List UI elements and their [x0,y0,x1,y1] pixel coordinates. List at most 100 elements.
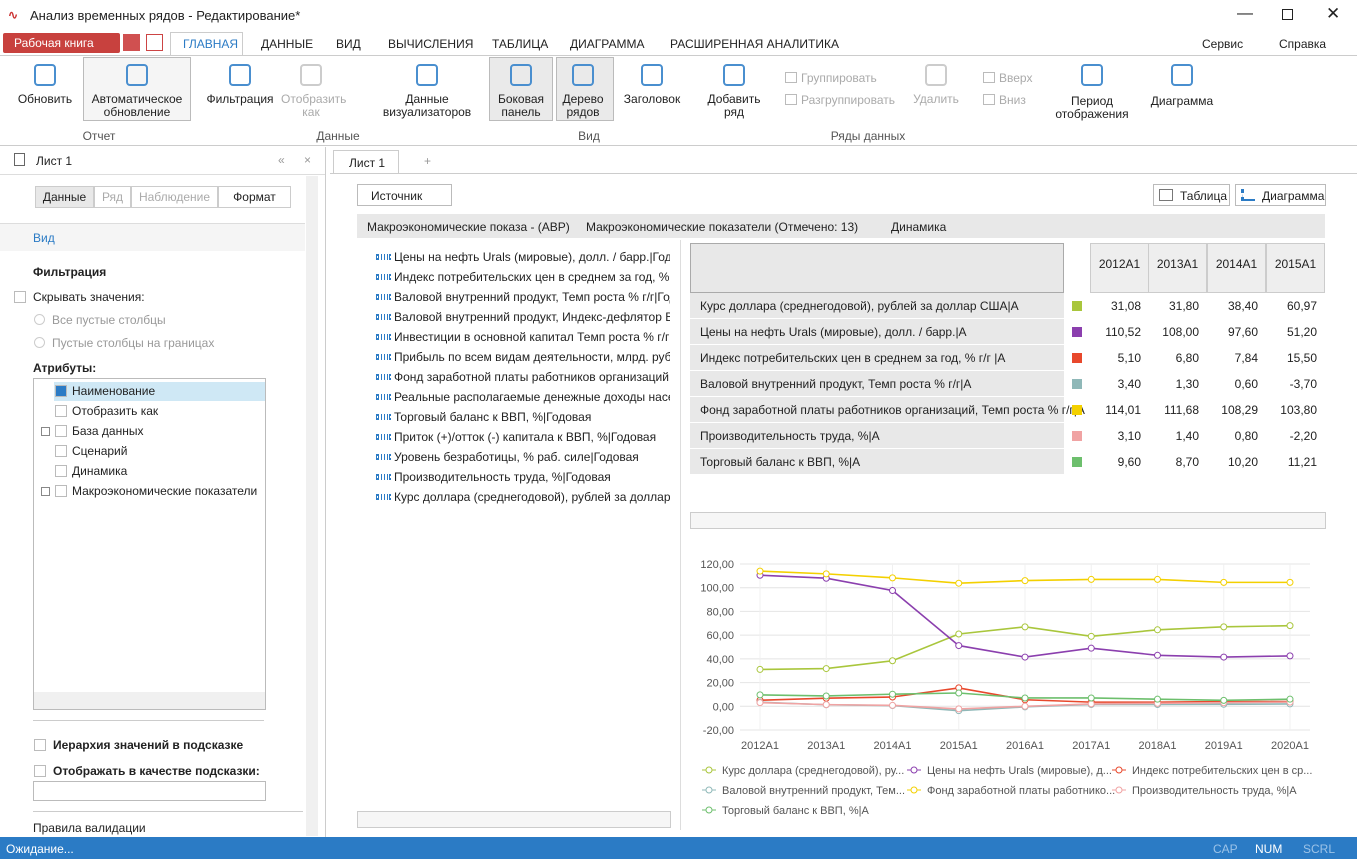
source-button-frame[interactable] [357,184,452,206]
series-item[interactable]: Торговый баланс к ВВП, %|Годовая [394,410,592,424]
data-point [889,690,896,698]
ribbon-button[interactable]: Боковая панель [497,92,545,119]
tree-expander[interactable] [41,427,50,436]
panel-tab-label[interactable]: Ряд [101,190,124,204]
breadcrumb-item[interactable]: Макроэкономические показа - (АВР) [367,220,570,234]
section-title[interactable]: Вид [33,231,55,245]
ribbon-tab[interactable]: ДИАГРАММА [570,37,645,51]
panel-control[interactable]: × [304,153,312,167]
ribbon-button[interactable]: Отобразить как [281,92,347,119]
data-point [1021,702,1029,710]
tree-item[interactable]: Макроэкономические показатели [72,484,258,498]
series-item[interactable]: Валовой внутренний продукт, Индекс-дефля… [394,310,670,324]
add-sheet[interactable]: + [424,154,432,168]
breadcrumb-item[interactable]: Динамика [891,220,947,234]
chart-button-frame[interactable] [1235,184,1326,206]
panel-tab-label[interactable]: Данные [42,190,87,204]
ribbon-menu[interactable]: Справка [1279,37,1327,51]
series-item[interactable]: Реальные располагаемые денежные доходы н… [394,390,670,404]
radio[interactable] [34,337,45,348]
minimize[interactable]: — [1237,5,1253,22]
ribbon-button[interactable]: Обновить [17,92,73,106]
ribbon-button[interactable]: Данные визуализаторов [382,92,472,119]
ribbon-tab[interactable]: ВЫЧИСЛЕНИЯ [388,37,474,51]
ribbon-button[interactable]: Группировать [801,71,877,85]
workbook-label[interactable]: Рабочая книга [14,36,94,50]
maximize[interactable] [1282,9,1293,20]
checkbox[interactable] [55,385,67,397]
ribbon-button[interactable]: Удалить [913,92,959,106]
series-item[interactable]: Приток (+)/отток (-) капитала к ВВП, %|Г… [394,430,657,444]
panel-tab[interactable] [35,186,94,208]
tree-item[interactable]: Наименование [72,384,156,398]
column-header [1207,243,1266,293]
sheet-tab[interactable] [333,150,399,173]
checkbox[interactable] [55,485,67,497]
row-color [1072,379,1082,389]
ribbon-menu[interactable]: Сервис [1202,37,1244,51]
section-header[interactable] [0,223,305,251]
series-item[interactable]: Фонд заработной платы работников организ… [394,370,670,384]
series-item[interactable]: Инвестиции в основной капитал Темп роста… [394,330,670,344]
checkbox[interactable] [55,445,67,457]
sheet-icon [14,153,25,166]
radio[interactable] [34,314,45,325]
active-tab[interactable] [170,32,243,56]
panel-tab[interactable] [218,186,291,208]
status-text: Ожидание... [6,842,74,856]
ribbon-tab[interactable]: ТАБЛИЦА [492,37,549,51]
tree-expander[interactable] [41,487,50,496]
ribbon-button[interactable]: Разгруппировать [801,93,896,107]
source-button[interactable]: Источник [371,189,423,203]
series-item[interactable]: Валовой внутренний продукт, Темп роста %… [394,290,670,304]
checkbox[interactable] [55,465,67,477]
ribbon-button[interactable]: Автоматическое обновление [91,92,183,119]
ribbon-button[interactable]: Период отображения [1055,94,1129,121]
panel-tab-label[interactable]: Наблюдение [138,190,211,204]
table-cell: 108,00 [1162,325,1199,339]
panel-control[interactable]: « [278,153,285,167]
ribbon-button[interactable]: Диаграмма [1150,94,1214,108]
tree-item[interactable]: Сценарий [72,444,128,458]
checkbox[interactable] [34,765,46,777]
ribbon-button[interactable]: Заголовок [623,92,681,106]
breadcrumb-item[interactable]: Макроэкономические показатели (Отмечено:… [586,220,859,234]
data-point [756,691,764,699]
checkbox[interactable] [34,739,46,751]
ribbon-button[interactable]: Вниз [999,93,1026,107]
tree-item[interactable]: Динамика [72,464,128,478]
ribbon-tab[interactable]: ДАННЫЕ [261,37,314,51]
ribbon-button[interactable]: Вверх [999,71,1033,85]
close[interactable]: ✕ [1326,4,1341,23]
workbook-button[interactable] [3,33,120,53]
series-item[interactable]: Производительность труда, %|Годовая [394,470,611,484]
panel-tab[interactable] [94,186,131,208]
series-item[interactable]: Курс доллара (среднегодовой), рублей за … [394,490,670,504]
ribbon-button[interactable]: Добавить ряд [707,92,761,119]
chart-button[interactable]: Диаграмма [1262,189,1325,203]
preview-icon[interactable] [146,34,163,51]
save-icon[interactable] [123,34,140,51]
series-item[interactable]: Индекс потребительских цен в среднем за … [394,270,670,284]
ribbon-tab[interactable]: ВИД [336,37,361,51]
panel-tab-label[interactable]: Формат [233,190,276,204]
ribbon-button[interactable]: Фильтрация [206,92,274,106]
table-button[interactable]: Таблица [1180,189,1228,203]
panel-tab[interactable] [131,186,218,208]
checkbox[interactable] [55,425,67,437]
tooltip-dropdown[interactable] [33,781,266,801]
row-label: Курс доллара (среднегодовой), рублей за … [700,299,1019,313]
tree-item[interactable]: Отобразить как [72,404,159,418]
tree-item[interactable]: База данных [72,424,144,438]
sheet-tab-label[interactable]: Лист 1 [349,156,386,170]
checkbox[interactable] [14,291,26,303]
series-item[interactable]: Цены на нефть Urals (мировые), долл. / б… [394,250,670,264]
section-title[interactable]: Правила валидации [33,821,146,835]
ribbon-tab[interactable]: ГЛАВНАЯ [183,37,239,51]
ribbon-button[interactable]: Дерево рядов [562,92,604,119]
series-item[interactable]: Прибыль по всем видам деятельности, млрд… [394,350,670,364]
table-button-frame[interactable] [1153,184,1230,206]
series-item[interactable]: Уровень безработицы, % раб. силе|Годовая [394,450,639,464]
ribbon-tab[interactable]: РАСШИРЕННАЯ АНАЛИТИКА [670,37,839,51]
checkbox[interactable] [55,405,67,417]
